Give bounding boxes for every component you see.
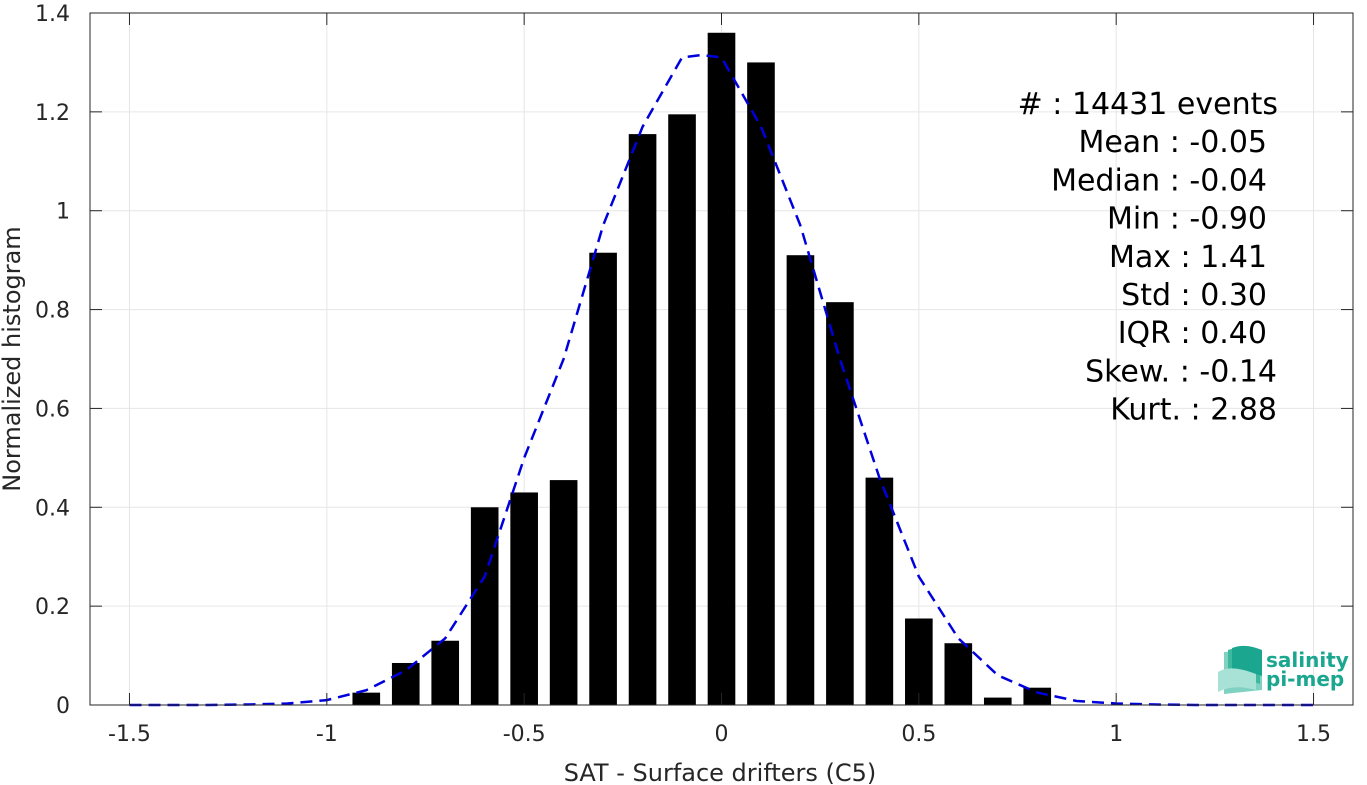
logo-text-salinity: salinity — [1266, 648, 1349, 672]
axes-frame — [89, 12, 1354, 706]
stat-line: Std : 0.30 — [1121, 278, 1267, 313]
stat-line: IQR : 0.40 — [1118, 316, 1267, 351]
histogram-bar — [865, 477, 894, 705]
y-tick-label: 0.4 — [35, 496, 70, 521]
y-tick-label: 0 — [56, 694, 70, 719]
histogram-bar — [905, 618, 933, 705]
histogram-bar — [431, 640, 460, 705]
histogram-bar — [668, 114, 696, 706]
histogram-bars — [352, 32, 1052, 706]
wave-logo-icon — [1218, 645, 1262, 694]
stat-line: Min : -0.90 — [1107, 202, 1267, 237]
histogram-bar — [1023, 687, 1052, 705]
stat-line: Skew. : -0.14 — [1085, 354, 1277, 389]
stat-line: Median : -0.04 — [1051, 163, 1267, 198]
histogram-bar — [747, 62, 775, 705]
histogram-bar — [510, 492, 538, 705]
x-tick-label: -0.5 — [503, 722, 546, 747]
histogram-bar — [983, 697, 1012, 705]
histogram-bar — [628, 134, 657, 706]
y-tick-label: 1.4 — [35, 2, 70, 27]
histogram-bar — [826, 302, 854, 705]
stat-line: Kurt. : 2.88 — [1110, 393, 1277, 428]
stat-line: Max : 1.41 — [1109, 240, 1267, 275]
x-axis-title: SAT - Surface drifters (C5) — [564, 759, 877, 785]
y-tick-label: 0.2 — [35, 595, 70, 620]
stat-line: Mean : -0.05 — [1078, 125, 1267, 160]
logo-text-pimep: pi-mep — [1266, 667, 1344, 691]
stat-line: # : 14431 events — [1018, 87, 1278, 122]
x-tick-label: 1 — [1109, 722, 1123, 747]
histogram-bar — [707, 32, 736, 706]
histogram-bar — [391, 662, 420, 705]
y-tick-label: 0.6 — [35, 397, 70, 422]
histogram-bar — [470, 507, 499, 705]
histogram-bar — [549, 480, 578, 705]
x-tick-label: 1.5 — [1296, 722, 1331, 747]
y-tick-label: 0.8 — [35, 299, 70, 324]
x-tick-label: 0 — [715, 722, 729, 747]
x-tick-label: 0.5 — [901, 722, 936, 747]
fit-curve-line — [129, 53, 1314, 707]
normal-fit-curve — [129, 53, 1314, 707]
y-tick-label: 1.2 — [35, 101, 70, 126]
y-tick-label: 1 — [56, 200, 70, 225]
histogram-bar — [786, 255, 815, 705]
y-axis-title: Normalized histogram — [0, 226, 26, 491]
x-tick-label: -1 — [316, 722, 338, 747]
histogram-bar — [352, 692, 381, 705]
y-tick-labels: 0 0.2 0.4 0.6 0.8 1 1.2 1.4 — [35, 2, 70, 719]
histogram-bar — [589, 252, 617, 705]
salinity-pi-mep-logo: salinity pi-mep — [1218, 645, 1349, 694]
histogram-bar — [944, 643, 973, 705]
x-tick-label: -1.5 — [108, 722, 151, 747]
x-tick-labels: -1.5 -1 -0.5 0 0.5 1 1.5 — [108, 722, 1331, 747]
